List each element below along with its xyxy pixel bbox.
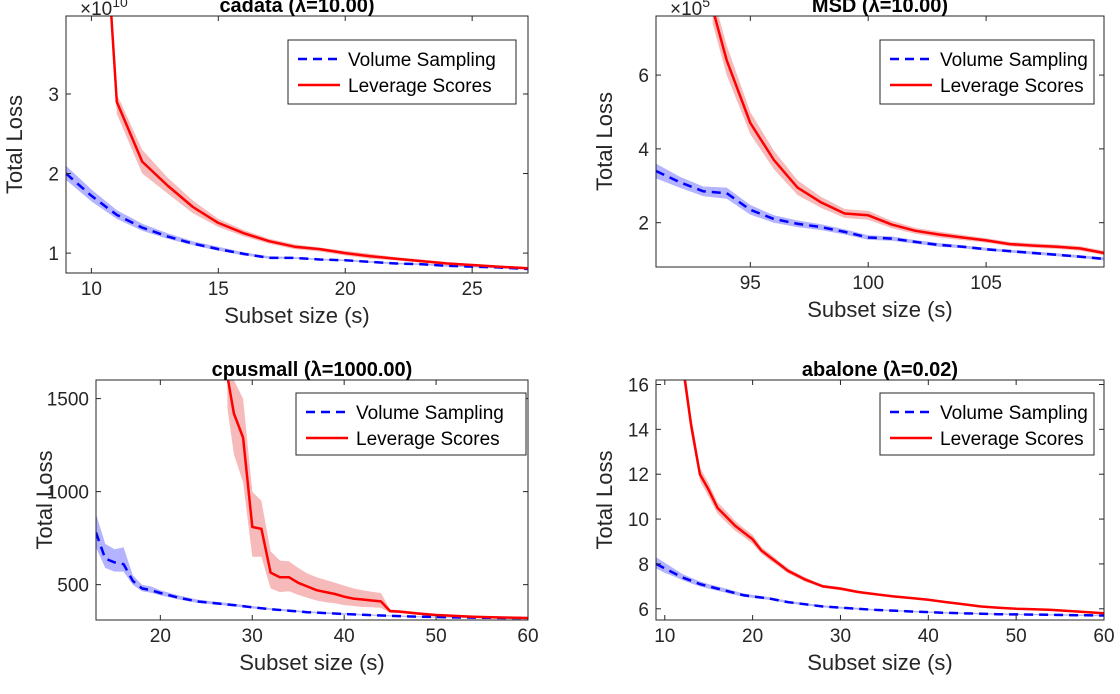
series-line-volume-sampling <box>656 562 1104 617</box>
y-tick-label: 1000 <box>47 483 89 504</box>
legend-box <box>295 392 527 456</box>
x-tick-label: 30 <box>242 626 263 647</box>
x-tick-label: 50 <box>1006 626 1027 647</box>
confidence-band-leverage <box>683 380 1104 614</box>
plot-area <box>66 16 528 271</box>
legend-label: Leverage Scores <box>356 429 500 450</box>
chart-title: cpusmall (λ=1000.00) <box>212 359 413 381</box>
x-tick-label: 20 <box>150 626 171 647</box>
x-tick-label: 15 <box>208 279 229 300</box>
legend-box <box>287 39 517 105</box>
axes-box <box>655 15 1105 268</box>
x-tick-label: 100 <box>852 273 884 294</box>
y-axis-label: Total Loss <box>592 92 617 191</box>
chart-title: cadata (λ=10.00) <box>219 0 374 17</box>
chart-panel-1: 10 15 20 25 1 2 3 ×1010 cadata (λ=10.00) Subset s… <box>2 0 529 328</box>
chart-title: MSD (λ=10.00) <box>812 0 948 17</box>
axes-box <box>65 15 529 274</box>
legend-label: Volume Sampling <box>348 50 496 71</box>
legend-label: Volume Sampling <box>940 50 1088 71</box>
series-line-leverage-scores <box>683 380 1104 615</box>
y-tick-label: 2 <box>48 165 59 186</box>
axes-box <box>655 379 1105 621</box>
series-line-leverage-scores <box>110 16 528 270</box>
confidence-band-volume <box>66 165 528 270</box>
series-line-volume-sampling <box>96 532 528 620</box>
series-line-volume-sampling <box>656 169 1104 261</box>
x-tick-label: 25 <box>462 279 483 300</box>
legend: Volume Sampling Leverage Scores <box>879 39 1095 105</box>
x-tick-label: 40 <box>918 626 939 647</box>
chart-panel-2: 95 100 105 2 4 6 ×105 MSD (λ=10.00) Subset size … <box>592 0 1105 322</box>
x-tick-label: 20 <box>742 626 763 647</box>
chart-panel-4: 10 20 30 40 50 60 6 8 10 12 14 16 abalone (λ=0.02) Su… <box>592 359 1115 675</box>
y-tick-label: 14 <box>628 420 650 441</box>
y-tick-label: 6 <box>638 66 649 87</box>
x-tick-label: 60 <box>517 626 538 647</box>
y-exponent-label: ×1010 <box>80 0 128 20</box>
x-axis-label: Subset size (s) <box>807 650 953 675</box>
x-tick-label: 50 <box>426 626 447 647</box>
y-axis-label: Total Loss <box>32 450 57 549</box>
plot-area <box>656 380 1104 617</box>
y-exponent-label: ×105 <box>670 0 710 20</box>
y-tick-label: 2 <box>638 214 649 235</box>
y-tick-label: 1 <box>48 244 59 265</box>
y-tick-label: 10 <box>628 510 649 531</box>
y-tick-label: 8 <box>638 555 649 576</box>
legend-label: Volume Sampling <box>356 403 504 424</box>
y-tick-label: 1500 <box>47 390 89 411</box>
x-axis-label: Subset size (s) <box>239 650 385 675</box>
axes-box <box>95 379 529 621</box>
legend: Volume Sampling Leverage Scores <box>295 392 527 456</box>
x-axis-label: Subset size (s) <box>224 303 370 328</box>
x-tick-label: 10 <box>654 626 675 647</box>
legend-box <box>879 392 1095 456</box>
confidence-band-volume <box>656 557 1104 617</box>
x-tick-label: 10 <box>81 279 102 300</box>
legend-box <box>879 39 1095 105</box>
y-tick-label: 16 <box>628 375 649 396</box>
x-axis-label: Subset size (s) <box>807 297 953 322</box>
y-axis-label: Total Loss <box>2 95 27 194</box>
x-tick-label: 20 <box>335 279 356 300</box>
legend-label: Volume Sampling <box>940 403 1088 424</box>
y-axis-label: Total Loss <box>592 450 617 549</box>
x-tick-label: 60 <box>1093 626 1114 647</box>
plot-area <box>656 16 1104 261</box>
legend-label: Leverage Scores <box>348 76 492 97</box>
y-tick-label: 12 <box>628 465 649 486</box>
legend-label: Leverage Scores <box>940 429 1084 450</box>
legend: Volume Sampling Leverage Scores <box>287 39 517 105</box>
x-tick-label: 105 <box>970 273 1002 294</box>
chart-panel-3: 20 30 40 50 60 500 1000 1500 cpusmall (λ=1000.00… <box>32 359 539 675</box>
series-line-leverage-scores <box>226 380 528 620</box>
legend-label: Leverage Scores <box>940 76 1084 97</box>
plot-area <box>96 380 528 620</box>
confidence-band-volume <box>96 514 528 619</box>
legend: Volume Sampling Leverage Scores <box>879 392 1095 456</box>
y-tick-label: 3 <box>48 85 59 106</box>
x-tick-label: 30 <box>830 626 851 647</box>
x-tick-label: 40 <box>334 626 355 647</box>
x-tick-label: 95 <box>740 273 761 294</box>
y-tick-label: 6 <box>638 600 649 621</box>
y-tick-label: 4 <box>638 140 649 161</box>
series-line-leverage-scores <box>713 16 1104 255</box>
chart-title: abalone (λ=0.02) <box>802 359 958 381</box>
series-line-volume-sampling <box>66 172 528 271</box>
y-tick-label: 500 <box>57 576 89 597</box>
